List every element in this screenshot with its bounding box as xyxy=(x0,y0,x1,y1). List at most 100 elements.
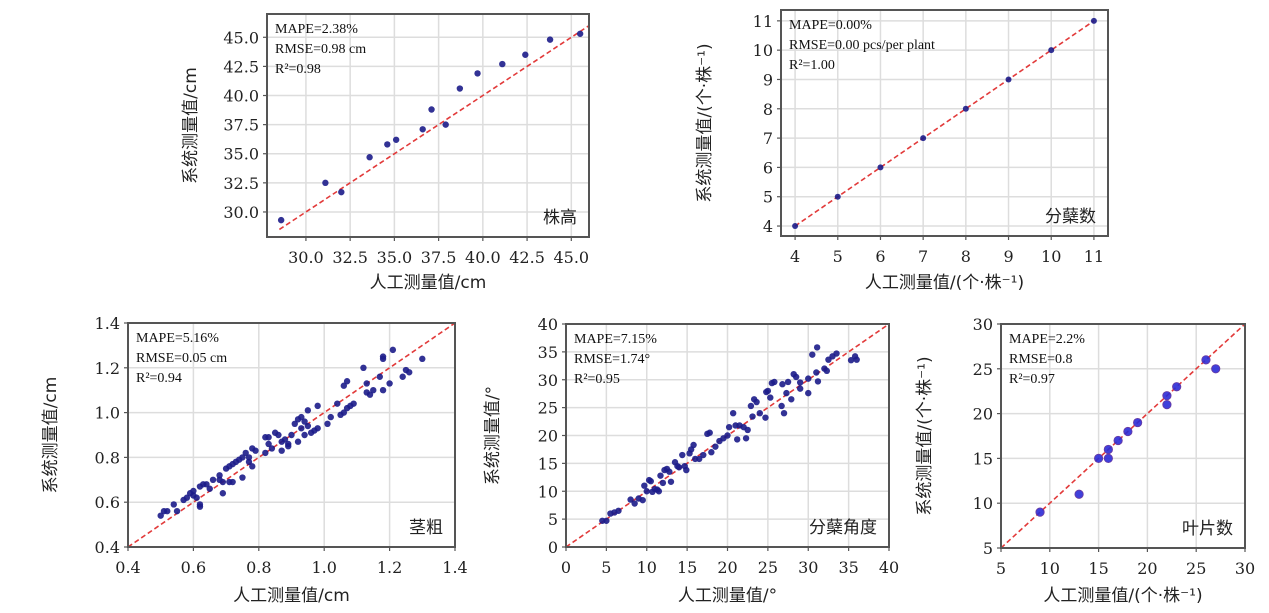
data-point xyxy=(1103,444,1113,455)
data-point xyxy=(376,373,383,380)
data-point xyxy=(291,420,298,427)
data-point xyxy=(1005,76,1012,83)
y-tick-label: 30.0 xyxy=(223,203,259,222)
x-tick-label: 35.0 xyxy=(377,248,413,267)
data-point xyxy=(813,344,821,351)
data-point xyxy=(157,512,164,519)
data-point xyxy=(343,378,351,385)
data-point xyxy=(281,436,289,443)
y-tick-label: 4 xyxy=(763,217,773,236)
data-point xyxy=(275,431,282,439)
data-point xyxy=(666,468,673,475)
x-tick-label: 15 xyxy=(677,558,697,577)
y-axis-label: 系统测量值/(个·株⁻¹) xyxy=(915,356,935,515)
data-point xyxy=(792,373,800,381)
stat-text: MAPE=2.2% xyxy=(1009,332,1085,347)
data-point xyxy=(499,60,506,68)
data-point xyxy=(522,51,529,58)
data-point xyxy=(350,400,357,407)
data-point xyxy=(823,367,831,375)
y-tick-label: 0.6 xyxy=(95,493,120,512)
y-tick-label: 1.2 xyxy=(95,359,120,378)
data-point xyxy=(814,378,822,385)
data-point xyxy=(239,474,246,481)
y-tick-label: 7 xyxy=(763,129,773,148)
data-point xyxy=(813,369,820,376)
data-point xyxy=(1035,507,1045,517)
data-point xyxy=(406,369,413,376)
data-point xyxy=(655,488,663,495)
y-tick-label: 9 xyxy=(763,70,773,89)
data-point xyxy=(322,179,329,187)
y-tick-label: 6 xyxy=(763,158,773,177)
data-point xyxy=(294,438,302,445)
y-tick-label: 15 xyxy=(973,449,993,468)
y-tick-label: 40.0 xyxy=(223,87,259,106)
y-tick-label: 40 xyxy=(538,315,558,334)
data-point xyxy=(314,402,321,410)
data-point xyxy=(744,426,751,434)
y-tick-label: 8 xyxy=(763,100,773,119)
data-point xyxy=(196,501,204,508)
data-point xyxy=(920,135,927,142)
data-point xyxy=(392,136,400,143)
data-point xyxy=(288,431,295,439)
scatter-panel-1: 4 5 6 7 8 9 10 11 4 5 6 7 8 9 10 11 MAPE=0.00% RMSE=0.00 … xyxy=(695,9,1109,293)
data-point xyxy=(756,410,763,417)
y-tick-label: 25 xyxy=(973,360,993,379)
data-point xyxy=(796,385,804,392)
data-point xyxy=(805,375,812,382)
data-point xyxy=(1162,391,1172,401)
x-tick-label: 45.0 xyxy=(553,248,589,267)
panel-title: 叶片数 xyxy=(1182,519,1233,539)
data-point xyxy=(277,216,285,224)
data-point xyxy=(724,432,731,439)
x-tick-label: 35 xyxy=(838,558,858,577)
y-tick-label: 5 xyxy=(548,510,558,529)
x-tick-label: 37.5 xyxy=(421,248,457,267)
data-point xyxy=(679,451,686,459)
y-tick-label: 5 xyxy=(763,188,773,207)
x-tick-label: 1.4 xyxy=(442,558,467,577)
y-axis-label: 系统测量值/cm xyxy=(181,67,201,184)
plot-area xyxy=(1001,324,1245,548)
data-point xyxy=(615,507,622,514)
stat-text: RMSE=0.05 cm xyxy=(136,351,227,366)
x-tick-label: 10 xyxy=(1040,559,1060,578)
data-point xyxy=(386,380,393,387)
x-axis-label: 人工测量值/° xyxy=(678,586,777,606)
data-point xyxy=(853,356,860,363)
data-point xyxy=(249,463,256,470)
y-tick-label: 30 xyxy=(973,315,993,334)
reference-line xyxy=(794,20,1095,227)
y-tick-label: 10 xyxy=(538,482,558,501)
data-point xyxy=(338,188,345,196)
data-point xyxy=(847,357,855,364)
y-tick-label: 20 xyxy=(973,405,993,424)
reference-line xyxy=(128,323,455,547)
data-point xyxy=(366,391,374,398)
data-point xyxy=(749,413,756,420)
y-tick-label: 10 xyxy=(753,41,773,60)
stat-text: RMSE=0.98 cm xyxy=(275,42,366,57)
x-tick-label: 0.8 xyxy=(246,558,271,577)
data-point xyxy=(742,435,750,442)
data-point xyxy=(1162,400,1172,410)
plot-frame xyxy=(565,323,890,548)
x-tick-label: 42.5 xyxy=(509,248,545,267)
data-point xyxy=(683,466,690,474)
stat-text: MAPE=7.15% xyxy=(574,332,657,347)
data-point xyxy=(1074,489,1084,499)
data-point xyxy=(647,478,654,485)
data-point xyxy=(379,387,387,394)
x-tick-label: 25 xyxy=(758,558,778,577)
data-point xyxy=(962,105,969,112)
data-point xyxy=(366,154,373,161)
x-tick-label: 40.0 xyxy=(465,248,501,267)
data-point xyxy=(833,350,840,357)
data-point xyxy=(712,443,719,450)
data-point xyxy=(327,413,334,421)
x-tick-label: 0.6 xyxy=(181,558,206,577)
data-point xyxy=(700,451,707,459)
data-point xyxy=(265,440,272,448)
